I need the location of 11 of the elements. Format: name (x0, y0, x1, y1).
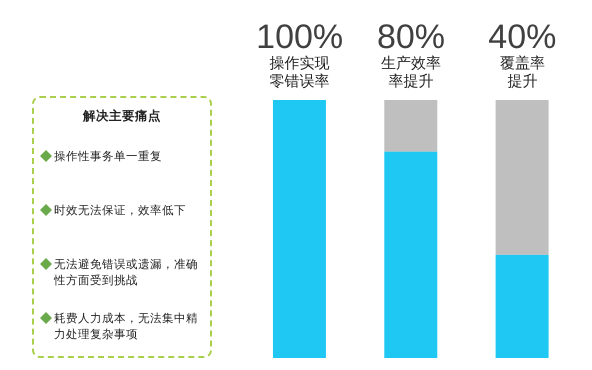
data-label: 40% (488, 18, 556, 56)
text: 时效无法保证，效率低下 (54, 202, 187, 218)
x-tick-label: 操作实现零错误率 (270, 54, 330, 90)
text: 解决主要痛点 (82, 108, 162, 125)
text: 操作性事务单一重复 (54, 148, 163, 164)
x-tick-label: 生产效率率提升 (381, 54, 441, 90)
data-label: 80% (376, 18, 446, 56)
text: 耗费人力成本，无法集中精力处理复杂事项 (54, 310, 199, 342)
text: 无法避免错误或遗漏，准确性方面受到挑战 (54, 256, 199, 288)
x-tick-label: 覆盖率提升 (500, 54, 545, 90)
data-label: 100% (256, 18, 344, 56)
